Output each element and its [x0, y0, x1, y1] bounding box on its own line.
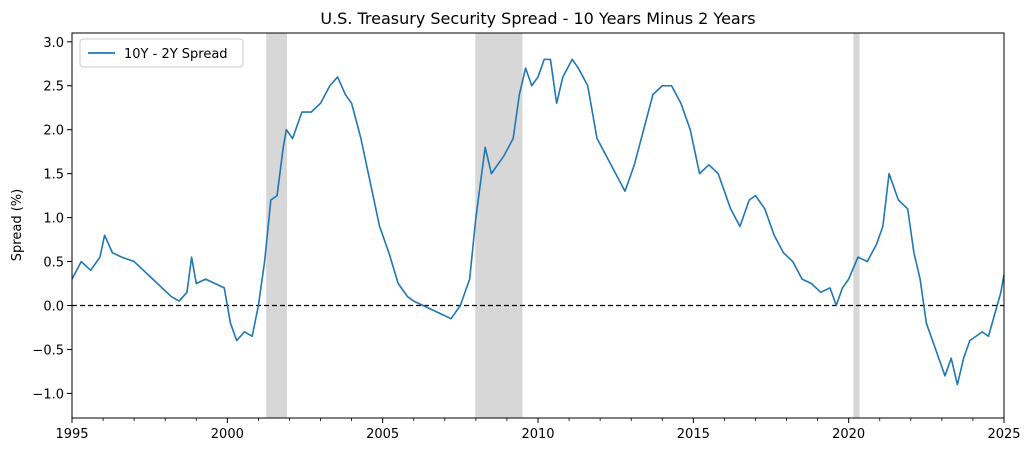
series-layer	[71, 58, 1005, 386]
recession-shading	[266, 33, 860, 418]
recession-band-1	[475, 33, 523, 418]
y-tick-label: −0.5	[32, 343, 64, 358]
y-tick-label: 1.5	[43, 168, 64, 183]
y-tick-label: 1.0	[43, 212, 64, 227]
x-tick-label: 1995	[55, 427, 88, 442]
y-axis: −1.0 −0.5 0.0 0.5 1.0 1.5 2.0 2.5 3.0	[32, 36, 72, 402]
y-tick-label: 2.0	[43, 124, 64, 139]
x-tick-label: 2020	[832, 427, 865, 442]
y-tick-label: 0.5	[43, 256, 64, 271]
x-axis: 1995 2000 2005 2010 2015 2020 2025	[55, 418, 1021, 442]
y-tick-label: 2.5	[43, 80, 64, 95]
chart-title: U.S. Treasury Security Spread - 10 Years…	[320, 9, 755, 28]
x-tick-label: 2000	[211, 427, 244, 442]
x-tick-label: 2005	[366, 427, 399, 442]
legend-box	[79, 38, 244, 68]
legend-label: 10Y - 2Y Spread	[124, 47, 228, 62]
recession-band-2	[853, 33, 860, 418]
y-axis-label: Spread (%)	[10, 189, 25, 261]
y-tick-label: −1.0	[32, 387, 64, 402]
y-tick-label: 3.0	[43, 36, 64, 51]
y-tick-label: 0.0	[43, 299, 64, 314]
x-tick-label: 2015	[677, 427, 710, 442]
legend: 10Y - 2Y Spread	[79, 38, 244, 68]
x-tick-label: 2025	[987, 427, 1020, 442]
x-tick-label: 2010	[521, 427, 554, 442]
recession-band-0	[266, 33, 287, 418]
series-line-0	[71, 58, 1005, 386]
